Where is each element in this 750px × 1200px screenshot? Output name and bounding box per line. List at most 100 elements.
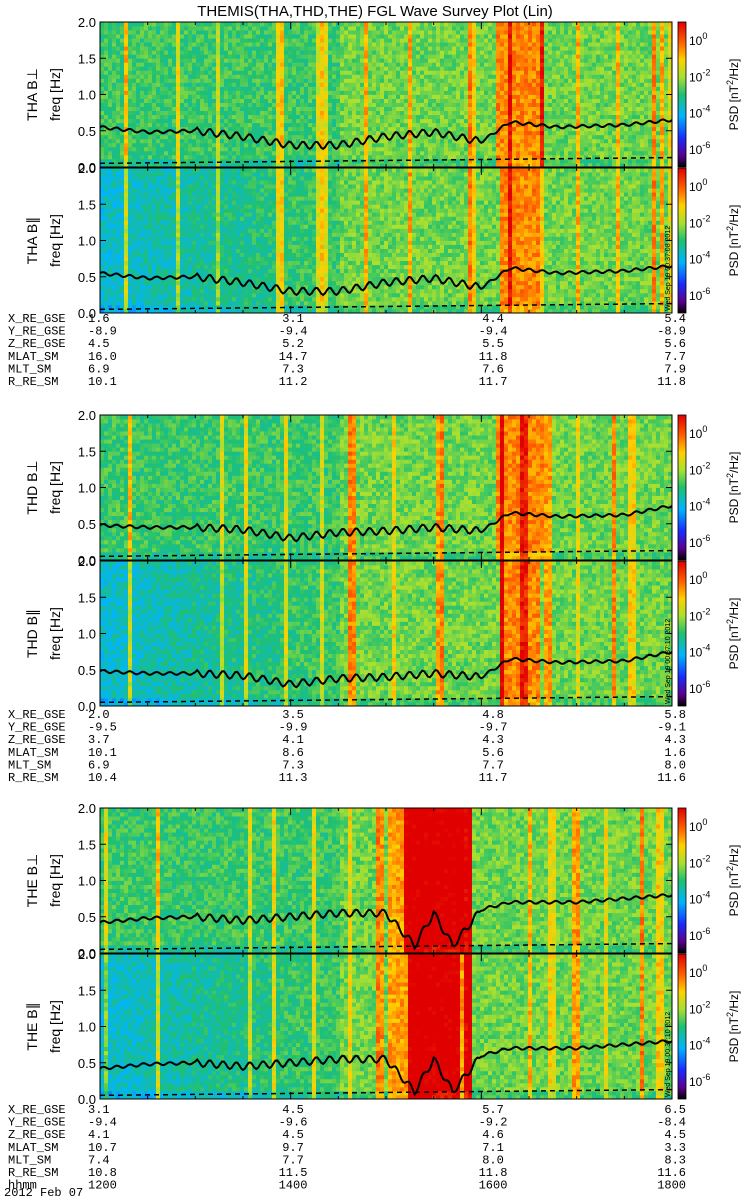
spectrogram-cell [148, 90, 153, 95]
spectrogram-cell [400, 54, 405, 59]
spectrogram-cell [488, 110, 493, 116]
spectrogram-cell [256, 130, 261, 136]
spectrogram-cell [440, 138, 445, 144]
spectrogram-cell [124, 34, 129, 39]
spectrogram-cell [228, 102, 233, 107]
spectrogram-cell [248, 98, 253, 103]
spectrogram-cell [140, 70, 145, 75]
spectrogram-cell [392, 26, 397, 31]
spectrogram-cell [376, 110, 381, 116]
spectrogram-cell [556, 46, 561, 51]
spectrogram-cell [488, 102, 493, 107]
spectrogram-cell [564, 70, 569, 75]
spectrogram-cell [404, 22, 409, 27]
spectrogram-cell [632, 114, 637, 120]
spectrogram-cell [368, 122, 373, 128]
spectrogram-cell [652, 114, 657, 120]
spectrogram-cell [564, 102, 569, 107]
spectrogram-cell [624, 98, 629, 103]
spectrogram-cell [524, 54, 529, 59]
spectrogram-cell [612, 54, 617, 59]
spectrogram-cell [112, 38, 117, 43]
spectrogram-cell [388, 138, 393, 144]
spectrogram-cell [388, 146, 393, 152]
spectrogram-cell [164, 86, 169, 91]
spectrogram-cell [340, 26, 345, 31]
spectrogram-cell [468, 118, 473, 124]
spectrogram-cell [576, 30, 581, 35]
spectrogram-cell [124, 30, 129, 35]
spectrogram-cell [612, 154, 617, 160]
spectrogram-cell [176, 30, 181, 35]
spectrogram-cell [328, 82, 333, 87]
spectrogram-cell [500, 30, 505, 35]
spectrogram-cell [248, 38, 253, 43]
spectrogram-cell [360, 106, 365, 112]
spectrogram-cell [224, 50, 229, 55]
spectrogram-cell [472, 66, 477, 71]
spectrogram-cell [648, 130, 653, 136]
spectrogram-cell [196, 162, 201, 168]
spectrogram-cell [508, 66, 513, 71]
spectrogram-cell [504, 78, 509, 83]
spectrogram-cell [412, 58, 417, 63]
spectrogram-cell [264, 130, 269, 136]
spectrogram-cell [576, 50, 581, 55]
spectrogram-cell [376, 114, 381, 120]
spectrogram-cell [308, 50, 313, 55]
spectrogram-cell [244, 110, 249, 116]
spectrogram-cell [416, 162, 421, 168]
spectrogram-cell [476, 78, 481, 83]
spectrogram-cell [148, 162, 153, 168]
spectrogram-cell [520, 78, 525, 83]
spectrogram-cell [532, 38, 537, 43]
spectrogram-cell [424, 110, 429, 116]
spectrogram-cell [516, 114, 521, 120]
spectrogram-cell [252, 94, 257, 99]
spectrogram-cell [148, 30, 153, 35]
spectrogram-cell [296, 134, 301, 140]
spectrogram-cell [116, 130, 121, 136]
spectrogram-cell [332, 74, 337, 79]
spectrogram-cell [196, 74, 201, 79]
spectrogram-cell [336, 86, 341, 91]
spectrogram-cell [580, 118, 585, 124]
spectrogram-cell [528, 90, 533, 95]
spectrogram-cell [592, 134, 597, 140]
spectrogram-cell [232, 114, 237, 120]
spectrogram-cell [460, 46, 465, 51]
spectrogram-cell [332, 38, 337, 43]
spectrogram-cell [632, 158, 637, 164]
spectrogram-cell [628, 146, 633, 152]
spectrogram-cell [440, 118, 445, 124]
spectrogram-cell [168, 34, 173, 39]
spectrogram-cell [516, 38, 521, 43]
spectrogram-cell [636, 86, 641, 91]
spectrogram-cell [176, 70, 181, 75]
spectrogram-cell [108, 150, 113, 156]
spectrogram-cell [460, 82, 465, 87]
spectrogram-cell [156, 26, 161, 31]
spectrogram-cell [612, 106, 617, 112]
spectrogram-cell [324, 94, 329, 99]
spectrogram-cell [300, 106, 305, 112]
spectrogram-cell [400, 102, 405, 107]
spectrogram-cell [304, 42, 309, 47]
spectrogram-cell [484, 78, 489, 83]
spectrogram-cell [380, 146, 385, 152]
spectrogram-cell [188, 30, 193, 35]
spectrogram-cell [548, 106, 553, 112]
spectrogram-cell [300, 130, 305, 136]
spectrogram-cell [172, 78, 177, 83]
spectrogram-cell [548, 34, 553, 39]
spectrogram-cell [444, 94, 449, 99]
spectrogram-cell [332, 34, 337, 39]
spectrogram-cell [276, 66, 281, 71]
spectrogram-cell [312, 66, 317, 71]
spectrogram-cell [216, 42, 221, 47]
spectrogram-cell [300, 98, 305, 103]
spectrogram-cell [364, 34, 369, 39]
spectrogram-cell [188, 46, 193, 51]
spectrogram-cell [464, 130, 469, 136]
spectrogram-cell [144, 82, 149, 87]
